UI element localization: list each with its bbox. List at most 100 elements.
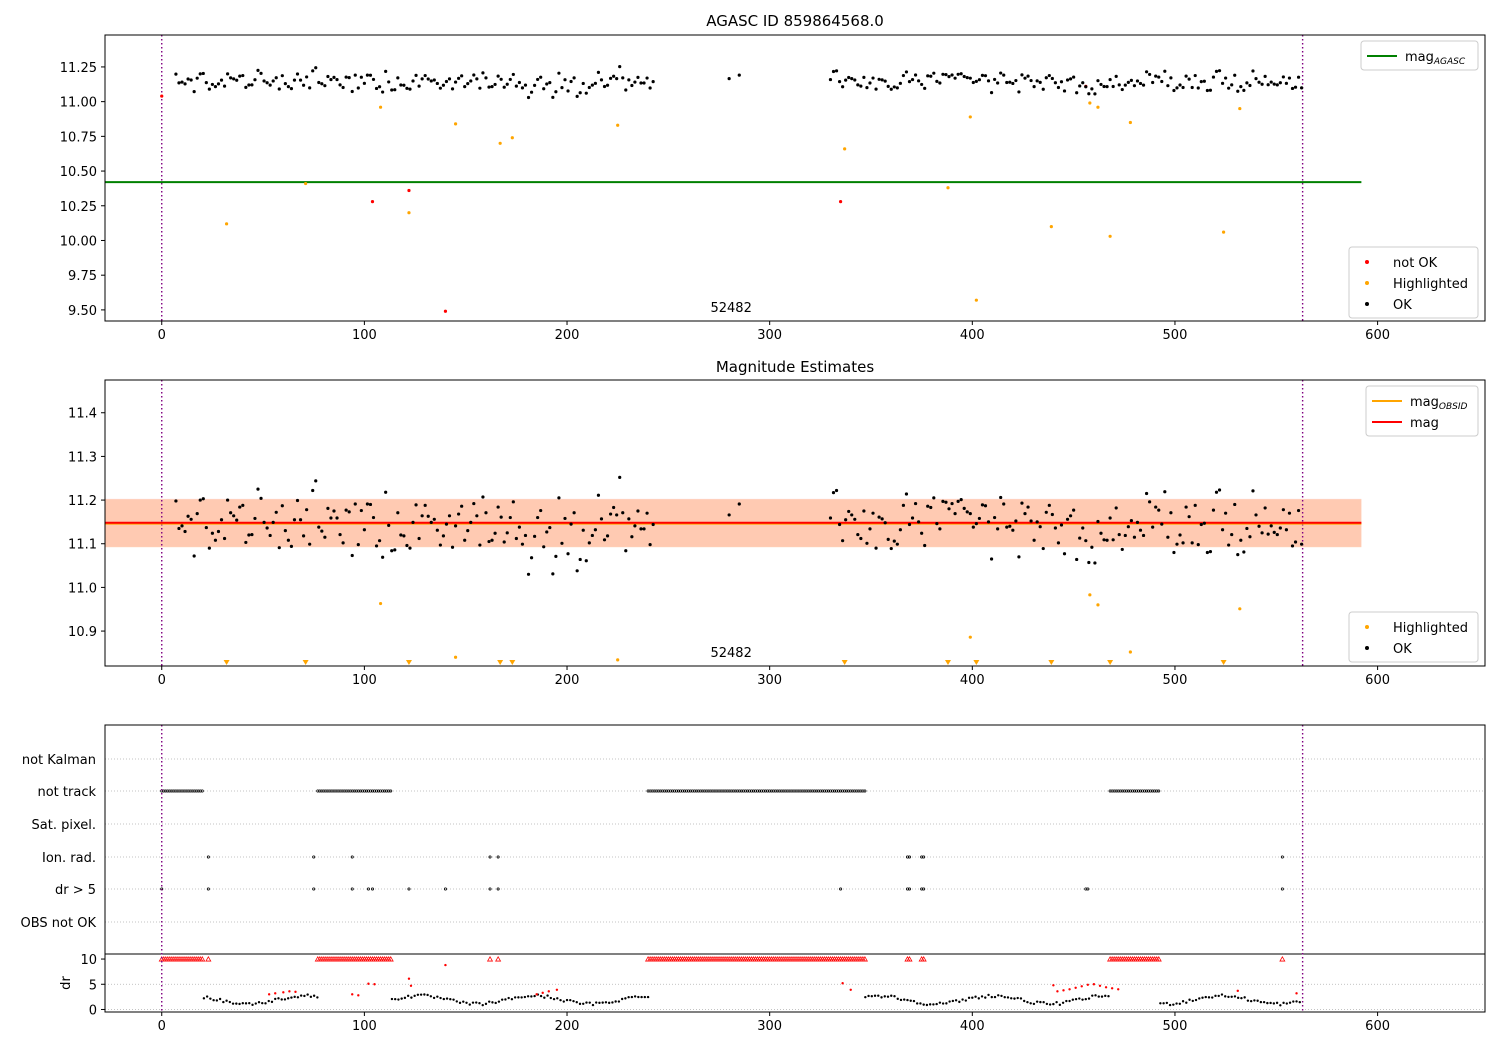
data-point-ok <box>444 522 449 526</box>
dr-point-ok <box>429 995 433 998</box>
magnitude-estimates-panel: Magnitude Estimates 52482 0 100 200 300 400 500… <box>68 358 1486 688</box>
data-point-ok <box>554 90 558 94</box>
dr-clipped-marker <box>1279 956 1286 962</box>
dr-point-ok <box>1230 995 1233 998</box>
data-point-ok <box>1254 513 1258 517</box>
data-point-highlighted <box>1096 603 1100 607</box>
data-point-ok <box>1300 86 1304 90</box>
x-tick-label: 600 <box>1365 328 1390 343</box>
dr-point-ok <box>488 1000 491 1003</box>
data-point-ok <box>326 506 330 510</box>
data-point-ok <box>447 77 452 81</box>
data-point-ok <box>381 90 385 94</box>
dr-point-ok <box>235 1002 238 1005</box>
dr-point-ok <box>1172 1003 1175 1006</box>
dr-point-ok <box>1035 1000 1039 1003</box>
dr-point-ok <box>1256 999 1259 1002</box>
data-point-ok <box>587 541 591 545</box>
data-point-ok <box>1263 506 1267 510</box>
data-point-ok <box>636 509 640 513</box>
data-point-ok <box>1141 83 1146 87</box>
data-point-ok <box>347 76 351 80</box>
dr-point-ok <box>238 1002 241 1006</box>
data-point-ok <box>542 87 546 91</box>
dr-point-ok <box>604 1001 608 1004</box>
data-point-ok <box>180 524 184 528</box>
dr-point-ok <box>909 999 912 1002</box>
dr-point-ok <box>864 995 867 999</box>
dr-point-ok <box>218 997 222 1001</box>
data-point-ok <box>1078 536 1082 540</box>
dr-point-ok <box>1039 1000 1042 1004</box>
x-tick-label: 100 <box>352 673 377 688</box>
dr-clipped-marker <box>861 956 869 962</box>
dr-point-ok <box>513 996 517 999</box>
data-point-ok <box>938 81 942 85</box>
data-point-ok <box>1248 83 1252 88</box>
data-point-ok <box>210 531 215 535</box>
data-point-ok <box>232 514 236 518</box>
data-point-ok <box>974 522 978 526</box>
data-point-ok <box>596 70 601 74</box>
dr-clipped-marker <box>495 956 502 962</box>
dr-point-not-ok <box>1104 986 1108 989</box>
data-point-ok <box>539 75 543 79</box>
data-point-ok <box>1072 75 1076 79</box>
flag-marker <box>496 887 500 891</box>
data-point-ok <box>871 511 875 515</box>
data-point-ok <box>301 83 306 87</box>
dr-point-not-ok <box>547 990 550 993</box>
data-point-ok <box>636 75 640 79</box>
data-point-ok <box>1096 79 1100 83</box>
legend-dot-swatch <box>1365 260 1369 264</box>
data-point-ok <box>508 515 512 520</box>
dr-point-ok <box>1178 1002 1182 1005</box>
x-tick-label: 200 <box>555 1019 580 1034</box>
data-point-ok <box>1272 82 1276 86</box>
legend-box <box>1360 40 1479 71</box>
dr-point-ok <box>455 1000 458 1003</box>
data-point-ok <box>1123 83 1127 87</box>
dr-point-ok <box>1048 1003 1052 1006</box>
data-point-ok <box>602 538 607 542</box>
data-point-ok <box>1126 525 1130 529</box>
data-point-ok <box>359 508 363 513</box>
data-point-ok <box>514 84 518 88</box>
data-point-highlighted <box>1049 224 1053 229</box>
data-point-ok <box>387 523 391 528</box>
data-point-ok <box>1038 525 1042 529</box>
data-point-ok <box>457 76 461 80</box>
data-point-ok <box>511 500 515 504</box>
dr-point-ok <box>1175 1002 1178 1005</box>
data-point-ok <box>250 83 254 87</box>
data-point-ok <box>396 511 400 515</box>
dr-point-ok <box>526 995 530 998</box>
data-point-ok <box>1099 82 1103 87</box>
data-point-ok <box>1144 491 1149 496</box>
data-point-ok <box>977 78 982 82</box>
data-point-ok <box>225 498 230 502</box>
data-point-ok <box>408 546 412 550</box>
data-point-ok <box>621 76 625 80</box>
data-point-ok <box>365 502 370 506</box>
data-point-ok <box>1163 490 1167 494</box>
data-point-ok <box>913 501 918 506</box>
data-point-ok <box>423 503 427 507</box>
data-point-ok <box>1093 92 1097 96</box>
data-point-ok <box>1236 553 1240 557</box>
dr-point-ok <box>228 1000 232 1004</box>
data-point-ok <box>1296 75 1301 79</box>
data-point-ok <box>608 512 613 516</box>
data-point-ok <box>329 516 333 520</box>
highlighted-below-axis-marker <box>944 660 951 665</box>
flag-marker <box>370 887 374 891</box>
data-point-ok <box>341 85 345 90</box>
data-point-ok <box>323 535 327 539</box>
dr-point-ok <box>559 998 562 1002</box>
data-point-ok <box>962 506 966 510</box>
data-point-ok <box>335 77 339 82</box>
flag-marker <box>389 789 393 793</box>
data-point-ok <box>898 528 902 532</box>
dr-point-ok <box>932 1003 935 1006</box>
dr-point-ok <box>637 995 640 999</box>
